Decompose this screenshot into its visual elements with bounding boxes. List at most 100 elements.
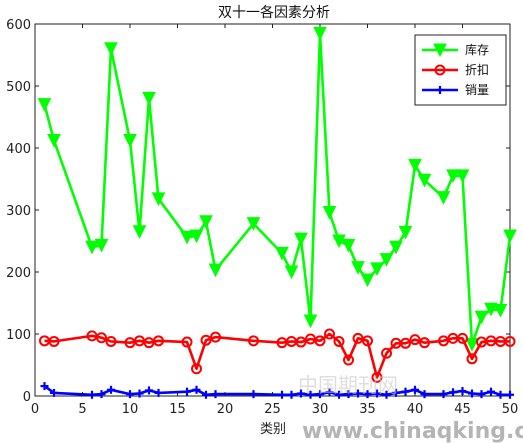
data-point [313,26,327,41]
data-point [189,229,204,244]
data-point [306,390,315,399]
data-point [449,388,457,397]
data-point [85,240,99,255]
data-point [360,273,375,288]
data-point [199,215,213,229]
data-point [504,335,516,347]
data-point [132,225,147,239]
x-tick-label: 15 [169,402,186,417]
data-point [439,390,448,399]
y-tick-label: 200 [6,266,31,281]
data-point [324,328,335,340]
data-point [297,389,305,398]
data-point [401,387,410,396]
x-tick-label: 10 [122,402,139,417]
data-point [335,390,343,399]
data-point [344,390,353,399]
data-point [249,390,258,399]
data-point [284,265,299,280]
data-point [436,191,451,205]
data-point [484,302,498,317]
data-point [400,337,411,349]
data-point [419,337,430,349]
data-point [248,335,259,347]
data-point [474,310,489,325]
data-point [436,86,444,94]
data-point [151,192,166,206]
x-tick-label: 25 [264,402,281,417]
data-point [40,382,49,391]
y-tick-label: 100 [6,328,31,343]
data-point [398,225,413,240]
y-tick-label: 400 [6,142,31,157]
x-tick-label: 50 [502,402,519,417]
data-point [135,389,144,398]
data-point [465,338,479,352]
y-tick-label: 0 [23,390,31,405]
data-point [434,64,446,76]
data-point [503,229,517,244]
data-point [351,261,365,275]
data-point [246,217,261,231]
data-point [37,98,52,112]
data-point [409,334,421,346]
data-point [295,336,307,348]
data-point [468,389,476,398]
legend-entry: 销量 [422,83,489,97]
data-point [107,385,115,394]
data-point [379,253,394,267]
data-point [420,390,429,399]
data-point [363,390,372,399]
data-point [477,390,486,399]
legend-label: 销量 [465,83,489,97]
data-point [362,335,373,347]
data-point [455,169,470,184]
data-point [381,347,392,359]
x-tick-label: 35 [359,402,376,417]
data-point [382,390,391,399]
data-point [314,335,326,347]
x-tick-label: 20 [217,402,234,417]
data-point [48,335,60,347]
data-point [496,390,505,399]
legend-label: 库存 [465,42,489,57]
data-point [181,336,193,348]
y-tick-label: 600 [6,18,31,33]
data-point [343,354,354,366]
data-point [97,390,106,399]
data-point [192,385,201,394]
data-point [200,334,212,346]
y-tick-label: 500 [6,80,31,95]
data-point [438,335,449,347]
data-point [466,353,478,365]
data-point [104,42,118,56]
data-point [354,389,362,398]
data-point [333,335,345,347]
data-point [50,388,58,397]
data-point [493,303,508,318]
x-tick-label: 30 [312,402,329,417]
data-point [154,388,163,397]
series-line [44,332,510,379]
data-point [411,385,419,394]
data-point [202,390,210,399]
data-point [153,335,164,347]
watermark-cn: 中国期刊网 [298,373,398,397]
data-point [145,386,153,395]
y-tick-label: 300 [6,204,31,219]
watermark-url: www.chinaqking.com [302,419,523,443]
x-axis-label: 类别 [260,422,286,437]
data-point [123,134,137,148]
data-point [105,335,117,347]
data-point [278,390,286,399]
data-point [287,390,296,399]
data-point [183,387,191,396]
data-point [370,262,384,277]
x-tick-label: 40 [407,402,424,417]
data-point [316,390,324,399]
series [37,26,517,352]
data-point [303,314,318,329]
legend-entry: 折扣 [422,62,489,77]
data-point [96,332,107,344]
legend-entry: 库存 [422,42,489,58]
